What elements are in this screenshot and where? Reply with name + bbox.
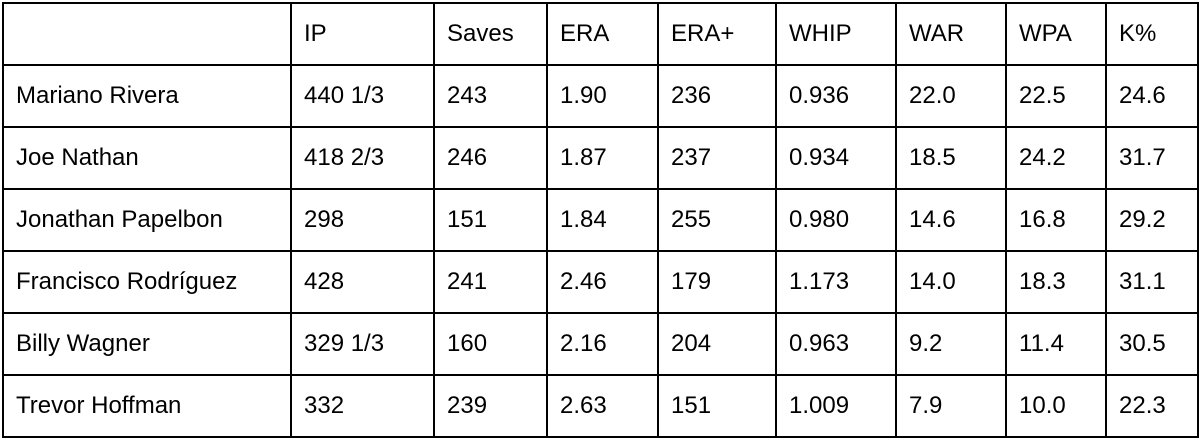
stat-cell: 7.9 bbox=[895, 374, 1007, 438]
pitcher-name: Joe Nathan bbox=[2, 126, 292, 190]
stat-cell: 2.16 bbox=[546, 312, 659, 376]
header-cell: WPA bbox=[1005, 2, 1107, 66]
header-cell: WHIP bbox=[775, 2, 897, 66]
stat-cell: 332 bbox=[290, 374, 435, 438]
stat-cell: 204 bbox=[657, 312, 777, 376]
stat-cell: 14.6 bbox=[895, 188, 1007, 252]
stat-cell: 31.7 bbox=[1105, 126, 1199, 190]
stat-cell: 179 bbox=[657, 250, 777, 314]
stat-cell: 255 bbox=[657, 188, 777, 252]
stat-cell: 14.0 bbox=[895, 250, 1007, 314]
header-cell: WAR bbox=[895, 2, 1007, 66]
stat-cell: 246 bbox=[433, 126, 548, 190]
stat-cell: 24.6 bbox=[1105, 64, 1199, 128]
stat-cell: 22.3 bbox=[1105, 374, 1199, 438]
stat-cell: 236 bbox=[657, 64, 777, 128]
stat-cell: 239 bbox=[433, 374, 548, 438]
pitcher-name: Billy Wagner bbox=[2, 312, 292, 376]
header-cell: Saves bbox=[433, 2, 548, 66]
stat-cell: 329 1/3 bbox=[290, 312, 435, 376]
stat-cell: 440 1/3 bbox=[290, 64, 435, 128]
stat-cell: 241 bbox=[433, 250, 548, 314]
stat-cell: 237 bbox=[657, 126, 777, 190]
stat-cell: 160 bbox=[433, 312, 548, 376]
table-row: Francisco Rodríguez 428 241 2.46 179 1.173 14.… bbox=[2, 250, 1199, 314]
table-row: Trevor Hoffman 332 239 2.63 151 1.009 7.9 10.0 2… bbox=[2, 374, 1199, 438]
table-row: Joe Nathan 418 2/3 246 1.87 237 0.934 18.5 24.2… bbox=[2, 126, 1199, 190]
stat-cell: 151 bbox=[657, 374, 777, 438]
table-row: Mariano Rivera 440 1/3 243 1.90 236 0.936 22.0… bbox=[2, 64, 1199, 128]
stat-cell: 22.0 bbox=[895, 64, 1007, 128]
pitcher-name: Francisco Rodríguez bbox=[2, 250, 292, 314]
stat-cell: 243 bbox=[433, 64, 548, 128]
stat-cell: 9.2 bbox=[895, 312, 1007, 376]
stat-cell: 1.009 bbox=[775, 374, 897, 438]
pitcher-name: Jonathan Papelbon bbox=[2, 188, 292, 252]
stat-cell: 11.4 bbox=[1005, 312, 1107, 376]
pitcher-name: Trevor Hoffman bbox=[2, 374, 292, 438]
corner-cell bbox=[2, 2, 292, 66]
stat-cell: 151 bbox=[433, 188, 548, 252]
stat-cell: 22.5 bbox=[1005, 64, 1107, 128]
stat-cell: 29.2 bbox=[1105, 188, 1199, 252]
stat-cell: 1.87 bbox=[546, 126, 659, 190]
stat-cell: 0.936 bbox=[775, 64, 897, 128]
stat-cell: 31.1 bbox=[1105, 250, 1199, 314]
stat-cell: 428 bbox=[290, 250, 435, 314]
header-cell: ERA+ bbox=[657, 2, 777, 66]
header-row: IP Saves ERA ERA+ WHIP WAR WPA K% bbox=[2, 2, 1199, 66]
stat-cell: 0.934 bbox=[775, 126, 897, 190]
table-row: Billy Wagner 329 1/3 160 2.16 204 0.963 9.2 11.… bbox=[2, 312, 1199, 376]
stat-cell: 0.980 bbox=[775, 188, 897, 252]
header-cell: IP bbox=[290, 2, 435, 66]
stat-cell: 30.5 bbox=[1105, 312, 1199, 376]
stat-cell: 10.0 bbox=[1005, 374, 1107, 438]
stat-cell: 24.2 bbox=[1005, 126, 1107, 190]
header-cell: ERA bbox=[546, 2, 659, 66]
table-row: Jonathan Papelbon 298 151 1.84 255 0.980 14.6 1… bbox=[2, 188, 1199, 252]
stat-cell: 2.46 bbox=[546, 250, 659, 314]
header-cell: K% bbox=[1105, 2, 1199, 66]
stat-cell: 18.5 bbox=[895, 126, 1007, 190]
stat-cell: 16.8 bbox=[1005, 188, 1107, 252]
stat-cell: 298 bbox=[290, 188, 435, 252]
stat-cell: 18.3 bbox=[1005, 250, 1107, 314]
stat-cell: 0.963 bbox=[775, 312, 897, 376]
stat-cell: 2.63 bbox=[546, 374, 659, 438]
stat-cell: 1.90 bbox=[546, 64, 659, 128]
stat-cell: 1.84 bbox=[546, 188, 659, 252]
pitcher-name: Mariano Rivera bbox=[2, 64, 292, 128]
stat-cell: 418 2/3 bbox=[290, 126, 435, 190]
stat-cell: 1.173 bbox=[775, 250, 897, 314]
